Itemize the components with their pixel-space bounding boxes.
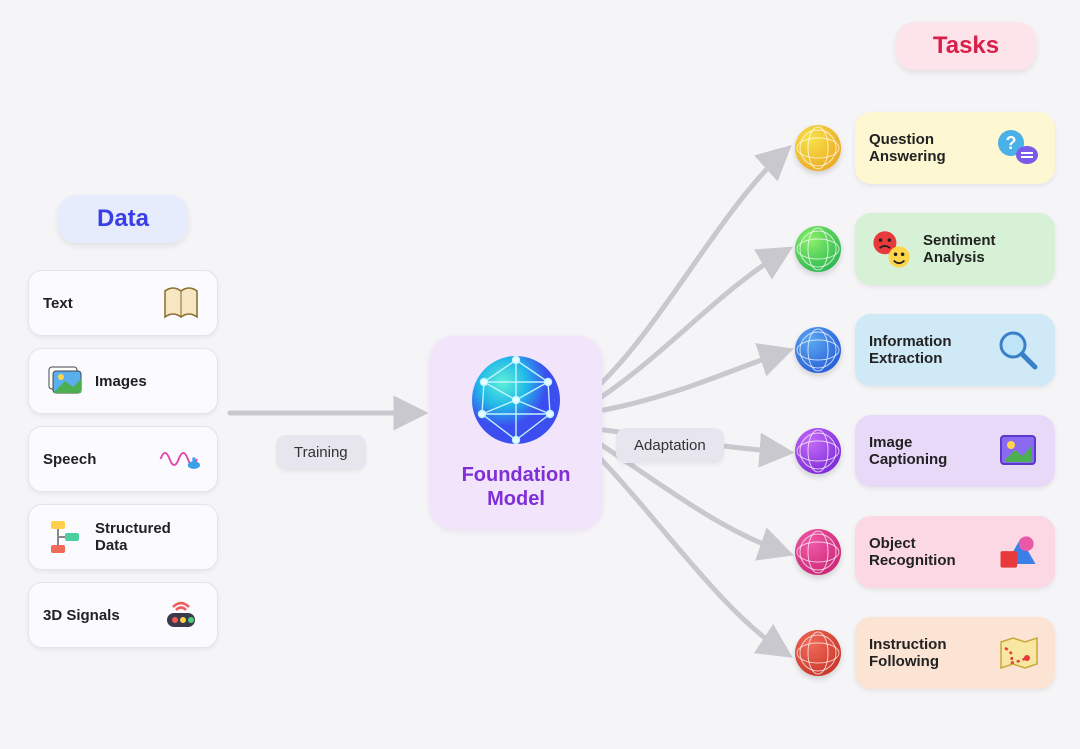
training-label: Training	[276, 435, 366, 470]
wave-icon	[159, 437, 203, 481]
data-item-label: 3D Signals	[43, 607, 120, 624]
task-item: Sentiment Analysis	[855, 213, 1055, 285]
data-item-label: Speech	[43, 451, 96, 468]
task-sphere	[795, 327, 841, 373]
data-item-images: Images	[28, 348, 218, 414]
task-sphere	[795, 529, 841, 575]
task-label: Instruction Following	[869, 636, 987, 671]
tasks-header-label: Tasks	[933, 32, 999, 59]
task-label: Sentiment Analysis	[923, 232, 1041, 267]
senti-icon	[869, 226, 915, 272]
info-icon	[995, 327, 1041, 373]
task-sphere	[795, 630, 841, 676]
task-item: Object Recognition	[855, 516, 1055, 588]
data-items-column: Text Images Speech Structured Data 3D Si…	[28, 270, 218, 648]
adaptation-label: Adaptation	[616, 428, 724, 463]
task-sphere	[795, 125, 841, 171]
task-item: Information Extraction	[855, 314, 1055, 386]
task-label: Image Captioning	[869, 434, 987, 469]
task-label: Information Extraction	[869, 333, 987, 368]
struct-icon	[43, 515, 87, 559]
caption-icon	[995, 428, 1041, 474]
task-item: Image Captioning	[855, 415, 1055, 487]
data-item-speech: Speech	[28, 426, 218, 492]
data-header-label: Data	[97, 205, 149, 232]
network-sphere-icon	[468, 352, 564, 453]
data-item-text: Text	[28, 270, 218, 336]
sensor-icon	[159, 593, 203, 637]
task-item: Question Answering?	[855, 112, 1055, 184]
foundation-model-box: Foundation Model	[430, 336, 602, 529]
qa-icon: ?	[995, 125, 1041, 171]
task-label: Object Recognition	[869, 535, 987, 570]
task-sphere	[795, 226, 841, 272]
photo-icon	[43, 359, 87, 403]
data-item-label: Text	[43, 295, 73, 312]
book-icon	[159, 281, 203, 325]
task-item: Instruction Following	[855, 617, 1055, 689]
foundation-model-label: Foundation Model	[440, 463, 592, 511]
data-item-label: Images	[95, 373, 147, 390]
svg-text:?: ?	[1006, 133, 1017, 153]
data-header: Data	[58, 195, 188, 243]
task-label: Question Answering	[869, 131, 987, 166]
instr-icon	[995, 630, 1041, 676]
objrec-icon	[995, 529, 1041, 575]
data-item-structured: Structured Data	[28, 504, 218, 570]
task-sphere	[795, 428, 841, 474]
data-item-3d: 3D Signals	[28, 582, 218, 648]
data-item-label: Structured Data	[95, 520, 203, 555]
tasks-header: Tasks	[896, 22, 1036, 70]
